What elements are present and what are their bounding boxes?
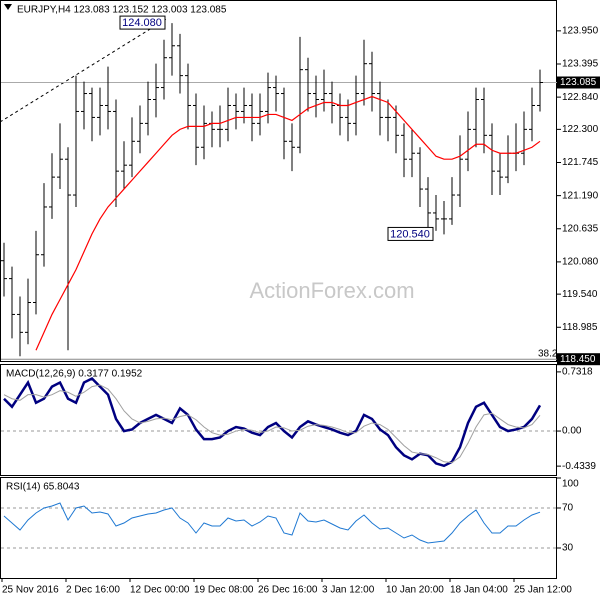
annotation-box [119, 15, 166, 30]
collapse-arrow [4, 4, 12, 10]
last-price-label: 123.085 [560, 77, 597, 88]
price-panel [0, 0, 557, 362]
indicator-title: RSI(14) 65.8043 [6, 482, 80, 493]
y-tick-label: 30 [562, 543, 574, 554]
indicator-title: MACD(12,26,9) 0.3177 0.1952 [6, 369, 143, 380]
y-tick-label: 118.985 [562, 322, 598, 333]
fib-level-label: 118.450 [560, 354, 596, 365]
y-tick-label: 70 [562, 503, 574, 514]
y-tick-label: 123.950 [562, 25, 599, 36]
x-tick-label: 19 Dec 08:00 [194, 585, 254, 596]
y-tick-label: 119.540 [562, 289, 598, 300]
x-tick-label: 25 Jan 12:00 [514, 585, 572, 596]
x-tick-label: 10 Jan 20:00 [386, 585, 444, 596]
x-tick-label: 2 Dec 16:00 [66, 585, 120, 596]
last-price-box [557, 76, 600, 89]
y-tick-label: 0.7318 [562, 367, 593, 378]
y-tick-label: 121.190 [562, 190, 599, 201]
watermark: ActionForex.com [249, 278, 414, 303]
y-tick-label: 123.395 [562, 59, 599, 70]
annotation-label: 120.540 [390, 228, 430, 240]
y-tick-label: 122.840 [562, 92, 599, 103]
chart-header: EURJPY,H4 123.083 123.152 123.003 123.08… [17, 5, 227, 16]
moving-average [35, 95, 541, 351]
x-tick-label: 18 Jan 04:00 [450, 585, 508, 596]
x-tick-label: 25 Nov 2016 [2, 585, 59, 596]
y-tick-label: 0.00 [562, 426, 582, 437]
indicator-line [3, 502, 541, 544]
y-tick-label: 120.080 [562, 257, 599, 268]
x-tick-label: 12 Dec 00:00 [130, 585, 190, 596]
y-tick-label: 100 [562, 479, 579, 490]
annotation-label: 124.080 [122, 17, 162, 29]
indicator-line [3, 384, 541, 464]
y-tick-label: 120.635 [562, 223, 599, 234]
y-tick-label: 122.300 [562, 124, 599, 135]
annotation-box [387, 226, 434, 241]
fib-box [557, 353, 600, 366]
trend-line [0, 17, 169, 123]
rsi-panel [0, 477, 557, 579]
fib-label: 38.2 [538, 349, 558, 360]
y-tick-label: -0.4339 [562, 461, 596, 472]
y-tick-label: 121.745 [562, 157, 599, 168]
x-tick-label: 26 Dec 16:00 [258, 585, 318, 596]
macd-panel [0, 364, 557, 476]
x-tick-label: 3 Jan 12:00 [322, 585, 375, 596]
